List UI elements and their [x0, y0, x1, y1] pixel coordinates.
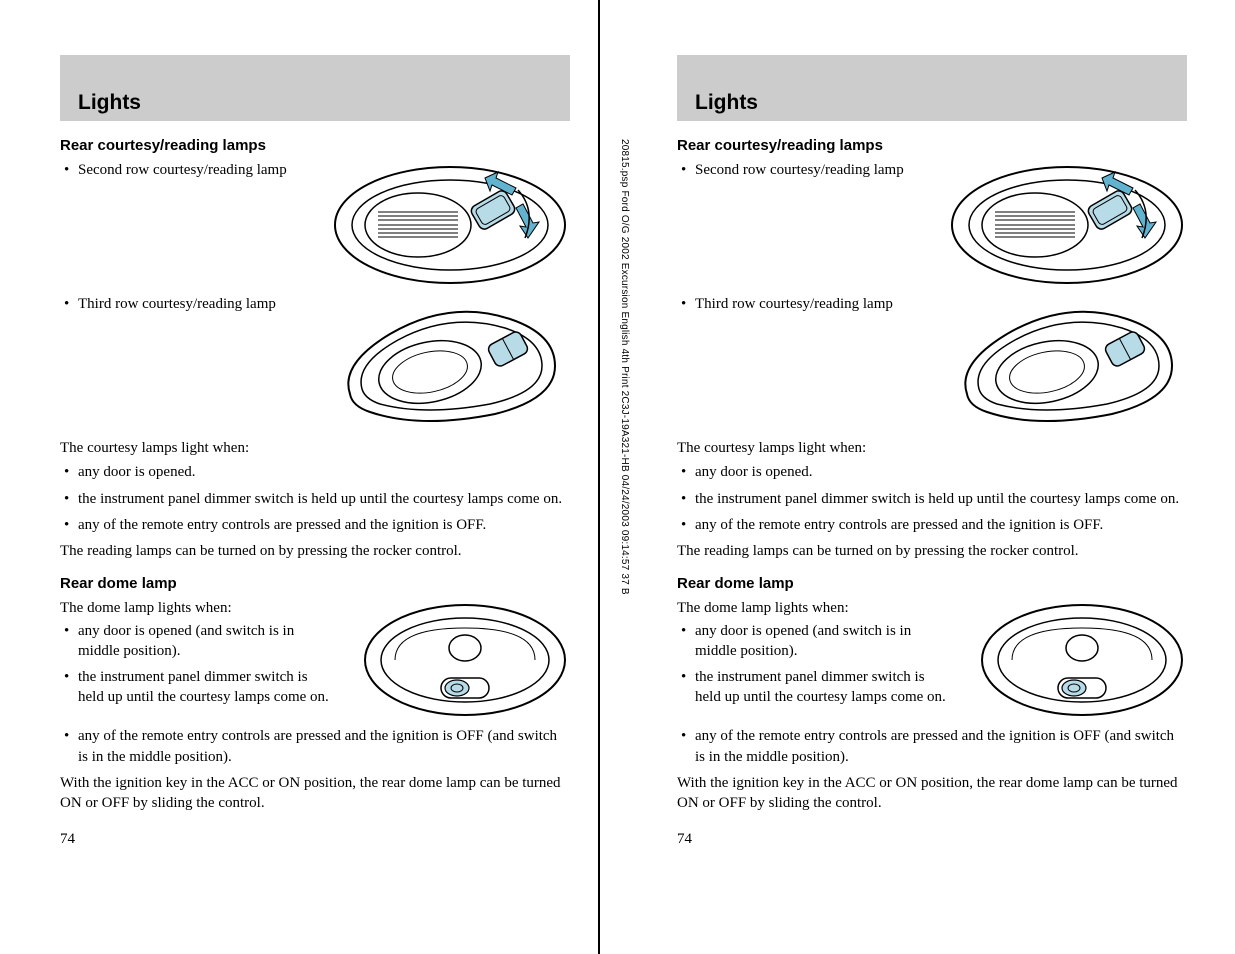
bullet-third-row: Third row courtesy/reading lamp — [677, 294, 947, 314]
dome-b3: any of the remote entry controls are pre… — [677, 726, 1187, 767]
dome-b2: the instrument panel dimmer switch is he… — [60, 667, 330, 708]
figure-third-row-lamp — [947, 294, 1187, 434]
figure-third-row-lamp — [330, 294, 570, 434]
rear-dome-heading: Rear dome lamp — [677, 575, 1187, 592]
dome-intro: The dome lamp lights when: — [677, 598, 947, 618]
courtesy-b1: any door is opened. — [677, 462, 1187, 482]
figure-dome-lamp — [947, 598, 1187, 722]
courtesy-b3: any of the remote entry controls are pre… — [677, 515, 1187, 535]
rear-courtesy-heading: Rear courtesy/reading lamps — [60, 137, 570, 154]
figure-dome-lamp — [330, 598, 570, 722]
courtesy-b2: the instrument panel dimmer switch is he… — [60, 489, 570, 509]
bullet-second-row: Second row courtesy/reading lamp — [60, 160, 330, 180]
courtesy-intro: The courtesy lamps light when: — [677, 438, 1187, 458]
courtesy-b3: any of the remote entry controls are pre… — [60, 515, 570, 535]
dome-b2: the instrument panel dimmer switch is he… — [677, 667, 947, 708]
dome-intro: The dome lamp lights when: — [60, 598, 330, 618]
dome-outro: With the ignition key in the ACC or ON p… — [677, 773, 1187, 814]
dome-b1: any door is opened (and switch is in mid… — [677, 621, 947, 662]
dome-outro: With the ignition key in the ACC or ON p… — [60, 773, 570, 814]
page-right: Lights Rear courtesy/reading lamps Secon… — [677, 55, 1187, 865]
section-title: Lights — [695, 91, 758, 115]
courtesy-b2: the instrument panel dimmer switch is he… — [677, 489, 1187, 509]
section-header: Lights — [677, 55, 1187, 121]
dome-b3: any of the remote entry controls are pre… — [60, 726, 570, 767]
section-header: Lights — [60, 55, 570, 121]
figure-second-row-lamp — [330, 160, 570, 290]
page-number: 74 — [677, 831, 1187, 848]
figure-second-row-lamp — [947, 160, 1187, 290]
page-divider — [598, 0, 600, 954]
bullet-third-row: Third row courtesy/reading lamp — [60, 294, 330, 314]
courtesy-intro: The courtesy lamps light when: — [60, 438, 570, 458]
page-left: Lights Rear courtesy/reading lamps Secon… — [60, 55, 570, 865]
rear-courtesy-heading: Rear courtesy/reading lamps — [677, 137, 1187, 154]
courtesy-b1: any door is opened. — [60, 462, 570, 482]
courtesy-outro: The reading lamps can be turned on by pr… — [60, 541, 570, 561]
dome-b1: any door is opened (and switch is in mid… — [60, 621, 330, 662]
section-title: Lights — [78, 91, 141, 115]
rear-dome-heading: Rear dome lamp — [60, 575, 570, 592]
bullet-second-row: Second row courtesy/reading lamp — [677, 160, 947, 180]
courtesy-outro: The reading lamps can be turned on by pr… — [677, 541, 1187, 561]
page-number: 74 — [60, 831, 570, 848]
print-metadata-label: 20815.psp Ford O/G 2002 Excursion Englis… — [619, 139, 630, 595]
